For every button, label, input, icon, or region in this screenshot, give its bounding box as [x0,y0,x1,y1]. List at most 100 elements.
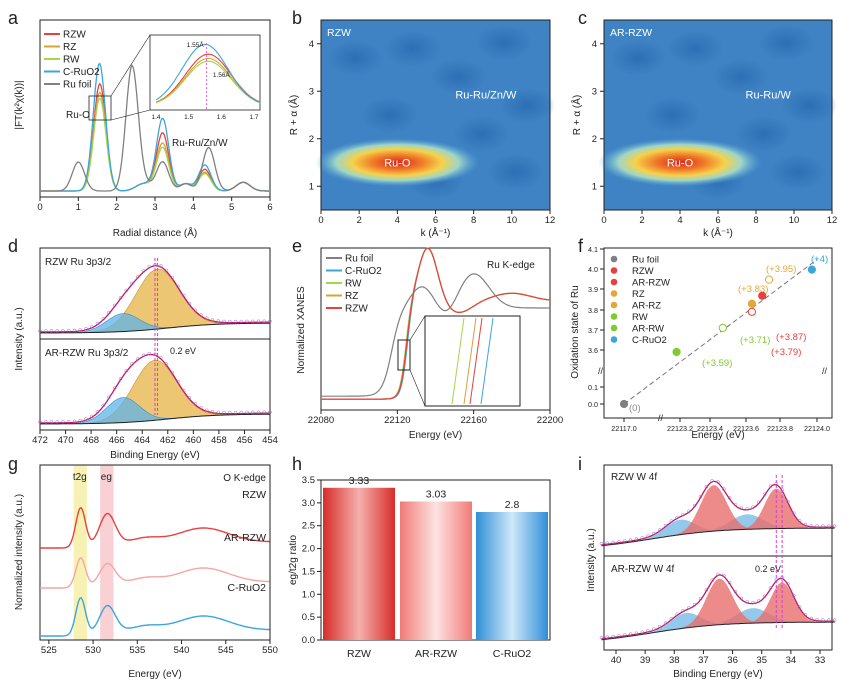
plot-frame [320,247,551,411]
data-point [130,362,134,366]
y-axis-label: Normalized XANES [296,286,307,374]
data-point [199,313,203,317]
legend-marker [610,290,618,297]
y-tick-label: 0.5 [302,612,315,623]
data-point [44,329,48,333]
data-point [657,528,662,532]
data-point [611,540,615,545]
data-point [147,265,151,269]
subpanel-label: RZW W 4f [611,472,657,483]
x-tick-label: 8 [471,215,476,226]
inset-zoom-box [397,339,411,371]
x-axis-label: Energy (eV) [128,669,181,680]
inset-connector [110,109,151,121]
x-tick-label: 2 [114,202,119,213]
data-point [38,420,42,424]
x-tick-label: 4 [395,215,400,226]
baseline [601,527,835,547]
data-point [757,599,761,603]
x-tick-label: 2 [639,215,644,226]
panel-letter: f [578,236,584,256]
heatmap-blob [610,40,667,76]
data-point [681,608,685,613]
y-tick-label: 1.5 [302,566,315,577]
heatmap-title: RZW [327,27,351,39]
y-tick-label: 4 [309,39,314,50]
data-point [733,502,738,507]
panel-letter: g [8,454,18,474]
heatmap-blob [361,97,418,133]
data-point [634,537,639,541]
data-point [67,419,71,424]
data-point [199,406,203,410]
data-point [628,632,633,636]
heatmap-blob [769,154,826,190]
baseline [601,621,835,641]
data-point [809,524,814,528]
data-point [768,586,773,590]
legend-label: RW [632,312,648,323]
heatmap-blob [430,59,487,95]
data-point [803,613,808,617]
legend-marker [610,313,618,320]
data-point [599,635,604,640]
shift-label: 0.2 eV [755,564,781,574]
inset-line [155,43,261,104]
inset-zoom-box [88,95,112,121]
data-point [762,594,767,598]
data-point [268,410,272,414]
panel-letter: e [292,236,302,256]
x-tick-label: 40 [611,655,622,666]
data-point [118,296,123,300]
panel-letter: c [578,8,587,28]
bar-ar-rzw [400,501,472,640]
data-point [256,319,261,324]
data-point [78,418,82,423]
envelope [601,574,835,640]
data-point [663,621,668,625]
data-point [95,410,100,414]
x-tick-label: 38 [669,655,680,666]
data-point [124,288,128,293]
data-point [727,580,732,585]
data-point [210,318,215,322]
plot-frame [603,247,833,419]
data-point [245,410,249,415]
data-point [739,596,744,601]
data-point [95,321,100,326]
x-axis-label: k (Å⁻¹) [421,226,451,239]
x-tick-label: 0 [318,215,323,226]
point-value-label: (+3.87) [776,332,806,343]
x-tick-label: 37 [698,655,709,666]
data-point [193,308,197,312]
x-axis-label: k (Å⁻¹) [703,226,733,239]
axis-break: // [658,413,664,423]
data-point [716,572,720,577]
x-tick-label: 550 [262,645,278,656]
data-point [646,629,650,633]
x-tick-label: 454 [262,435,278,446]
heatmap-label-ru-o: Ru-O [667,158,694,170]
data-point [67,328,71,333]
heatmap-blob [758,24,815,61]
data-point [107,395,111,399]
x-tick-label: 0 [37,202,42,213]
y-tick-label: 2 [592,134,597,145]
data-point [605,541,610,545]
x-tick-label: 5 [229,202,234,213]
data-point-rz [747,299,757,308]
data-point [611,634,615,639]
axis-break: // [822,366,828,376]
legend-label: Ru foil [345,254,373,265]
x-tick-label: 10 [507,215,518,226]
x-tick-label: 530 [85,645,101,656]
x-tick-label: 0 [601,215,606,226]
x-tick-label: 10 [789,215,800,226]
data-point [617,539,621,544]
x-tick-label: 33 [815,655,826,666]
data-point [136,357,140,361]
data-point [792,511,796,515]
data-point [698,494,703,499]
data-point [727,496,732,500]
band-label-t2g: t2g [73,472,87,483]
